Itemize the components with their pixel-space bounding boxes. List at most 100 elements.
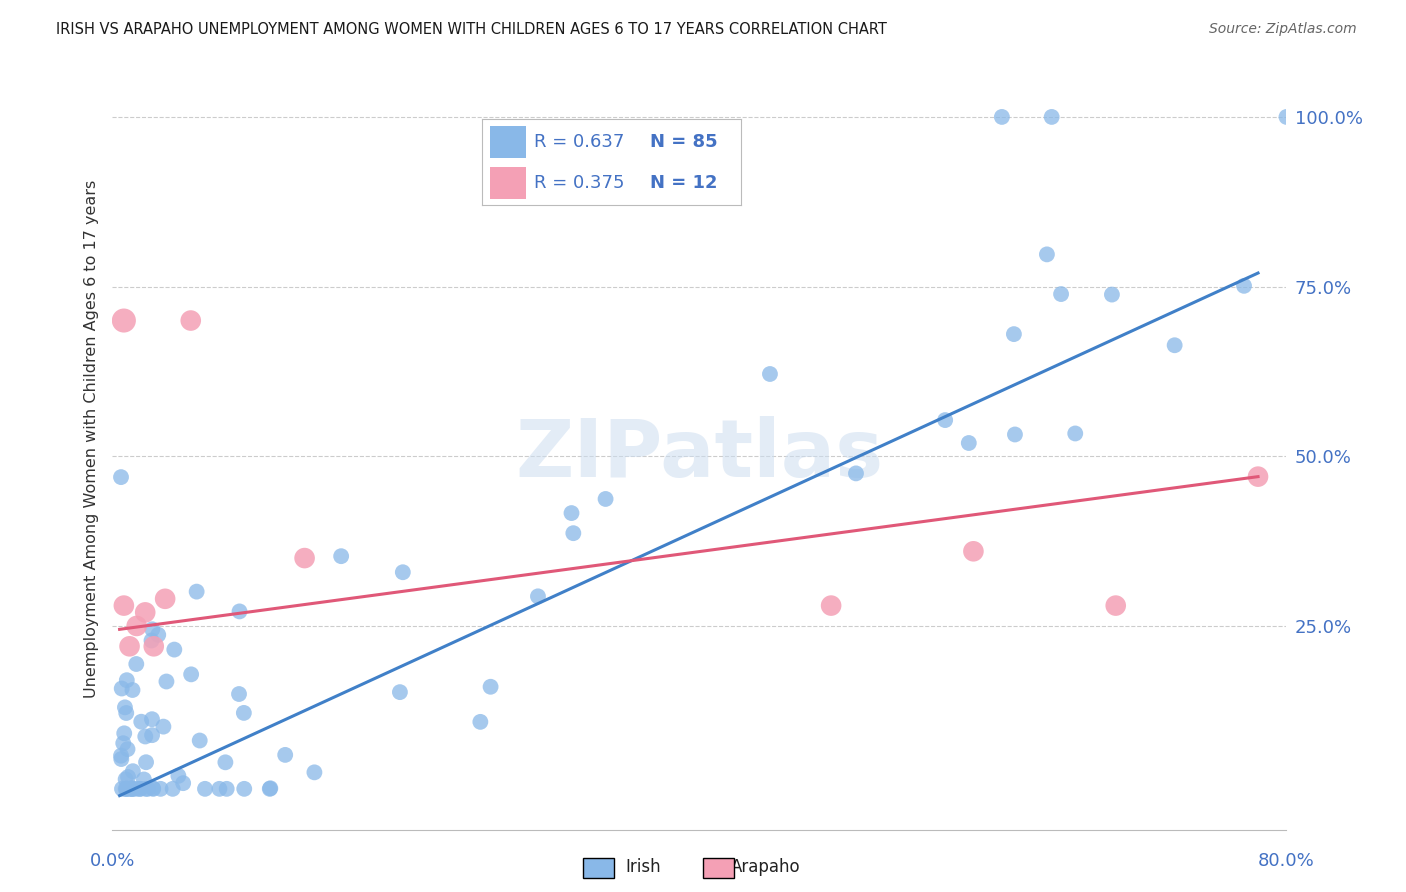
Point — [115, 781, 138, 796]
Point — [304, 765, 326, 780]
Point — [180, 313, 202, 327]
Point — [117, 770, 139, 784]
Point — [121, 781, 143, 796]
Point — [142, 781, 165, 796]
Point — [115, 781, 138, 796]
Point — [820, 599, 842, 613]
Point — [759, 367, 782, 381]
Point — [110, 748, 132, 763]
Point — [112, 599, 135, 613]
Point — [180, 667, 202, 681]
Point — [188, 733, 211, 747]
Point — [934, 413, 956, 427]
Point — [1105, 599, 1128, 613]
Point — [388, 685, 411, 699]
Point — [152, 720, 174, 734]
Point — [274, 747, 297, 762]
Point — [167, 769, 190, 783]
Point — [134, 730, 156, 744]
Point — [208, 781, 231, 796]
Point — [125, 657, 148, 671]
Point — [121, 781, 143, 796]
Point — [142, 781, 165, 796]
Point — [1004, 427, 1026, 442]
Text: ZIPatlas: ZIPatlas — [516, 416, 883, 494]
Point — [1002, 327, 1025, 342]
Point — [957, 436, 980, 450]
Text: Irish: Irish — [626, 858, 661, 876]
Text: IRISH VS ARAPAHO UNEMPLOYMENT AMONG WOMEN WITH CHILDREN AGES 6 TO 17 YEARS CORRE: IRISH VS ARAPAHO UNEMPLOYMENT AMONG WOME… — [56, 22, 887, 37]
Point — [141, 622, 163, 636]
Point — [259, 781, 281, 796]
Point — [259, 781, 281, 796]
Point — [527, 590, 550, 604]
Point — [121, 781, 143, 796]
Point — [125, 781, 148, 796]
Point — [330, 549, 353, 564]
Point — [112, 313, 135, 327]
Point — [162, 781, 184, 796]
Point — [141, 633, 163, 648]
Point — [125, 619, 148, 633]
Point — [141, 712, 163, 726]
Point — [111, 681, 134, 696]
Text: Arapaho: Arapaho — [731, 858, 801, 876]
Point — [215, 781, 238, 796]
Point — [129, 781, 152, 796]
Point — [1163, 338, 1185, 352]
Text: Source: ZipAtlas.com: Source: ZipAtlas.com — [1209, 22, 1357, 37]
Point — [845, 467, 868, 481]
Point — [142, 640, 165, 654]
Text: 0.0%: 0.0% — [90, 852, 135, 870]
Point — [149, 781, 172, 796]
Point — [129, 714, 152, 729]
Point — [111, 781, 134, 796]
Point — [1040, 110, 1063, 124]
Point — [117, 742, 139, 756]
Point — [1064, 426, 1087, 441]
Point — [141, 728, 163, 742]
Point — [232, 706, 254, 720]
Point — [470, 714, 492, 729]
Point — [186, 584, 208, 599]
Point — [110, 470, 132, 484]
Point — [132, 772, 155, 787]
Point — [1050, 287, 1073, 301]
Point — [1247, 469, 1270, 483]
Point — [128, 781, 150, 796]
Point — [135, 781, 157, 796]
Point — [294, 551, 316, 566]
Point — [1233, 278, 1256, 293]
Point — [136, 781, 159, 796]
Point — [114, 781, 136, 796]
Point — [115, 673, 138, 688]
Point — [112, 726, 135, 740]
Y-axis label: Unemployment Among Women with Children Ages 6 to 17 years: Unemployment Among Women with Children A… — [83, 180, 98, 698]
Point — [153, 591, 176, 606]
Point — [112, 736, 135, 750]
Point — [595, 491, 617, 506]
Point — [155, 674, 177, 689]
Point — [214, 756, 236, 770]
Point — [114, 700, 136, 714]
Point — [122, 764, 145, 779]
Point — [991, 110, 1014, 124]
Text: 80.0%: 80.0% — [1258, 852, 1315, 870]
Point — [135, 756, 157, 770]
Point — [560, 506, 582, 520]
Point — [115, 706, 138, 720]
Point — [1036, 247, 1059, 261]
Point — [110, 752, 132, 766]
Point — [1101, 287, 1123, 301]
Point — [233, 781, 256, 796]
Point — [121, 683, 143, 698]
Point — [479, 680, 502, 694]
Point — [120, 781, 142, 796]
Point — [194, 781, 217, 796]
Point — [228, 687, 250, 701]
Point — [962, 544, 984, 558]
Point — [172, 776, 194, 790]
Point — [392, 566, 415, 580]
Point — [118, 640, 141, 654]
Point — [1275, 110, 1298, 124]
